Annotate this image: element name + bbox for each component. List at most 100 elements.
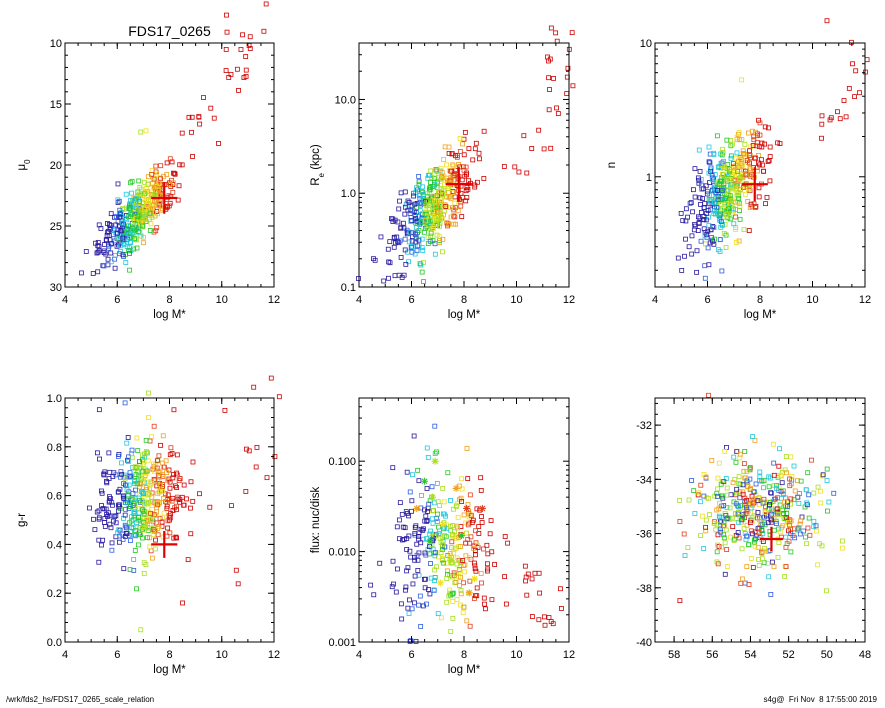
data-point [395,239,401,245]
data-point [457,135,463,141]
data-point [723,527,729,533]
data-point [155,502,161,508]
data-point [857,90,862,96]
data-point [718,519,723,525]
data-point [423,513,429,519]
data-point [428,179,433,185]
data-point [475,179,480,185]
data-point [727,193,733,199]
data-point [141,191,147,196]
data-point [408,219,414,224]
data-point [452,214,458,220]
data-point [415,567,421,573]
data-point [742,141,748,147]
data-point [148,548,154,554]
data-point [524,592,530,598]
data-point [108,496,113,501]
x-tick-label: 4 [62,294,68,306]
data-point [100,537,106,543]
data-point [433,550,438,555]
data-point [432,251,438,257]
data-point [432,203,438,209]
data-point [714,507,720,513]
data-point [736,504,742,510]
data-point [122,522,128,528]
data-point [824,18,830,24]
data-point [692,166,698,172]
data-point [472,563,478,569]
data-point [448,168,454,174]
data-point [788,531,794,536]
data-point [739,517,744,523]
data-point [403,261,409,267]
data-point [397,500,403,506]
data-point [153,228,159,234]
data-point [770,441,776,447]
y-axis-label: Re (kpc) [310,144,326,186]
data-point [130,226,136,231]
data-point [127,538,133,544]
data-point [110,228,116,233]
data-point [448,498,453,503]
data-point [157,482,163,488]
data-point [683,206,689,212]
data-point [761,168,767,174]
data-point [824,588,829,594]
data-point [473,568,479,574]
data-point [132,548,138,553]
data-point [788,454,794,460]
data-point [717,237,723,243]
data-point [128,240,133,245]
data-point [381,278,387,284]
data-point [445,470,451,476]
data-point [760,162,765,168]
data-point [135,229,141,234]
data-point [139,525,145,530]
data-point [704,211,709,216]
data-point [170,495,176,501]
data-point [798,478,804,484]
data-point [415,467,421,473]
data-point [432,241,438,247]
data-point [117,502,123,508]
data-point [399,616,405,622]
data-point [502,534,508,539]
data-point [694,248,700,254]
y-tick-label: -36 [636,529,652,541]
data-point [570,83,576,89]
data-point [112,265,118,271]
data-point [145,517,151,523]
data-point [121,496,127,502]
data-point [819,113,825,119]
data-point [441,157,447,162]
data-point [745,199,751,204]
data-point [718,219,724,224]
y-tick-label: -34 [636,474,652,486]
data-point [416,533,421,539]
data-point [699,210,704,215]
data-point [138,627,144,633]
data-point [774,521,779,526]
data-point [153,537,159,543]
data-point [737,489,743,495]
data-point [129,190,134,196]
data-point [146,415,152,420]
data-point [716,460,722,466]
data-point [814,528,819,534]
data-point [119,460,124,466]
data-point [780,523,786,529]
data-point [762,141,768,147]
data-point [120,493,126,499]
x-axis-label: log M* [448,664,481,676]
x-tick-label: 56 [706,649,718,661]
data-point [522,563,528,569]
data-point [415,221,421,227]
data-point [101,250,107,256]
data-point [432,553,438,559]
data-point [432,451,438,456]
data-point [137,198,142,204]
data-point [136,510,142,516]
data-point [432,567,438,573]
data-point [448,629,454,634]
y-tick-label: 0.8 [47,442,62,454]
